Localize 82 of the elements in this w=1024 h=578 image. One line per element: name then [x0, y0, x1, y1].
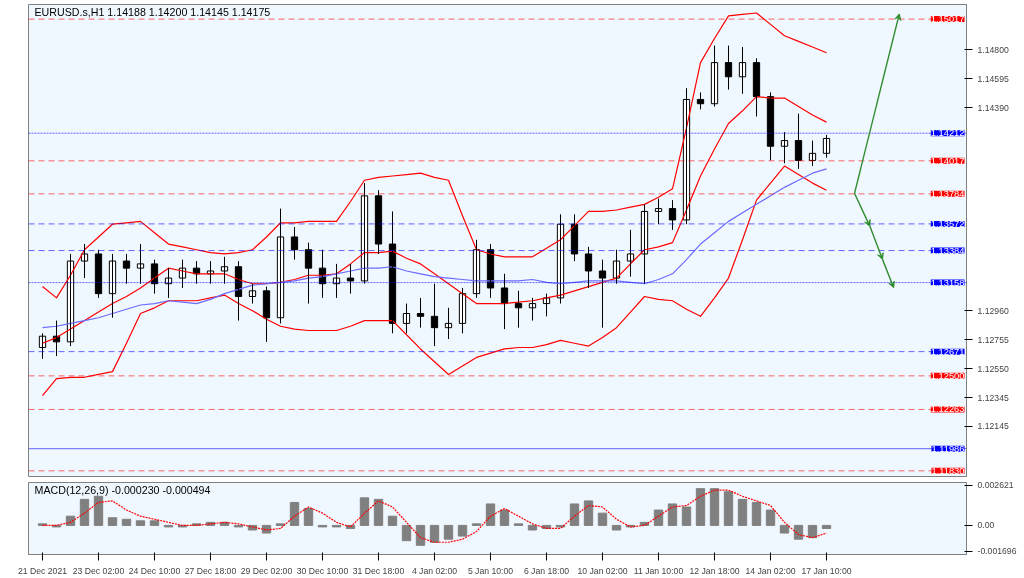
x-tick-label: 31 Dec 18:00 — [352, 565, 405, 576]
x-tick-label: 27 Dec 18:00 — [184, 565, 237, 576]
bar — [499, 509, 510, 526]
bar — [681, 506, 692, 526]
y-tick-label: 1.14390 — [977, 102, 1009, 113]
bar — [359, 497, 370, 526]
ref-line-label: 1.12671 — [930, 346, 965, 357]
ref-line-label: 1.13158 — [930, 277, 965, 288]
bar — [93, 495, 104, 526]
bar — [107, 517, 118, 526]
bar — [527, 524, 538, 531]
bar — [457, 524, 468, 537]
y-tick-label: 1.12550 — [977, 363, 1009, 374]
x-tick-label: 24 Dec 10:00 — [128, 565, 181, 576]
bar — [569, 503, 580, 526]
bar — [695, 488, 706, 526]
ref-line-label: 1.12263 — [930, 404, 965, 415]
bar — [401, 524, 412, 542]
bar — [765, 509, 776, 526]
bar — [709, 488, 720, 526]
bar — [387, 515, 398, 526]
bar — [289, 501, 300, 526]
bar — [667, 503, 678, 526]
x-tick-label: 30 Dec 10:00 — [296, 565, 349, 576]
bar — [135, 520, 146, 526]
ref-line-label: 1.14212 — [930, 128, 965, 139]
x-tick-label: 17 Jan 10:00 — [801, 565, 852, 576]
bar — [779, 524, 790, 534]
x-tick-label: 6 Jan 18:00 — [523, 565, 570, 576]
y-tick-label: 0.002621 — [977, 480, 1014, 491]
ref-line-label: 1.13384 — [930, 245, 965, 256]
y-tick-label: -0.001696 — [977, 546, 1017, 557]
x-tick-label: 10 Jan 02:00 — [577, 565, 628, 576]
bar — [373, 498, 384, 526]
ref-line-label: 1.11830 — [931, 465, 965, 476]
y-tick-label: 1.12960 — [977, 305, 1009, 316]
chart-title: MACD(12,26,9) -0.000230 -0.000494 — [34, 483, 211, 496]
candlestick — [122, 253, 131, 285]
chart-title: EURUSD.s,H1 1.14188 1.14200 1.14145 1.14175 — [34, 5, 271, 18]
bar — [737, 498, 748, 526]
y-tick-label: 1.12755 — [977, 334, 1009, 345]
bar — [429, 524, 440, 543]
bar — [751, 501, 762, 526]
bar — [79, 498, 90, 526]
bar — [723, 491, 734, 526]
ref-line-label: 1.15017 — [930, 14, 965, 25]
candlestick — [136, 243, 145, 285]
bar — [597, 512, 608, 526]
candlestick — [220, 256, 229, 285]
x-tick-label: 23 Dec 02:00 — [72, 565, 125, 576]
y-tick-label: 1.12345 — [977, 392, 1009, 403]
bar — [793, 524, 804, 540]
y-tick-label: 1.14800 — [977, 44, 1009, 55]
ref-line-label: 1.11986 — [931, 443, 965, 454]
bar — [121, 518, 132, 526]
ref-line-label: 1.13784 — [930, 188, 965, 199]
x-tick-label: 11 Jan 10:00 — [633, 565, 684, 576]
line-series — [41, 165, 828, 397]
ref-line-label: 1.13572 — [930, 218, 965, 229]
candlestick — [346, 263, 355, 295]
x-tick-label: 5 Jan 10:00 — [467, 565, 514, 576]
x-tick-label: 4 Jan 02:00 — [411, 565, 458, 576]
x-tick-label: 14 Jan 02:00 — [745, 565, 796, 576]
y-tick-label: 1.14595 — [977, 73, 1009, 84]
bar — [443, 524, 454, 540]
bar — [611, 524, 622, 531]
bar — [485, 503, 496, 526]
y-tick-label: 1.12145 — [977, 421, 1009, 432]
ref-line-label: 1.12500 — [930, 370, 965, 381]
x-tick-label: 29 Dec 02:00 — [240, 565, 293, 576]
x-tick-label: 21 Dec 2021 — [17, 565, 68, 576]
bar — [583, 500, 594, 526]
candlestick — [598, 259, 607, 329]
x-tick-label: 12 Jan 18:00 — [689, 565, 740, 576]
y-tick-label: 0.00 — [977, 520, 995, 531]
bar — [821, 524, 832, 529]
ref-line-label: 1.14017 — [930, 155, 965, 166]
bar — [653, 509, 664, 526]
bar — [303, 508, 314, 526]
bar — [149, 520, 160, 526]
line-series — [41, 168, 828, 329]
bar — [415, 524, 426, 546]
